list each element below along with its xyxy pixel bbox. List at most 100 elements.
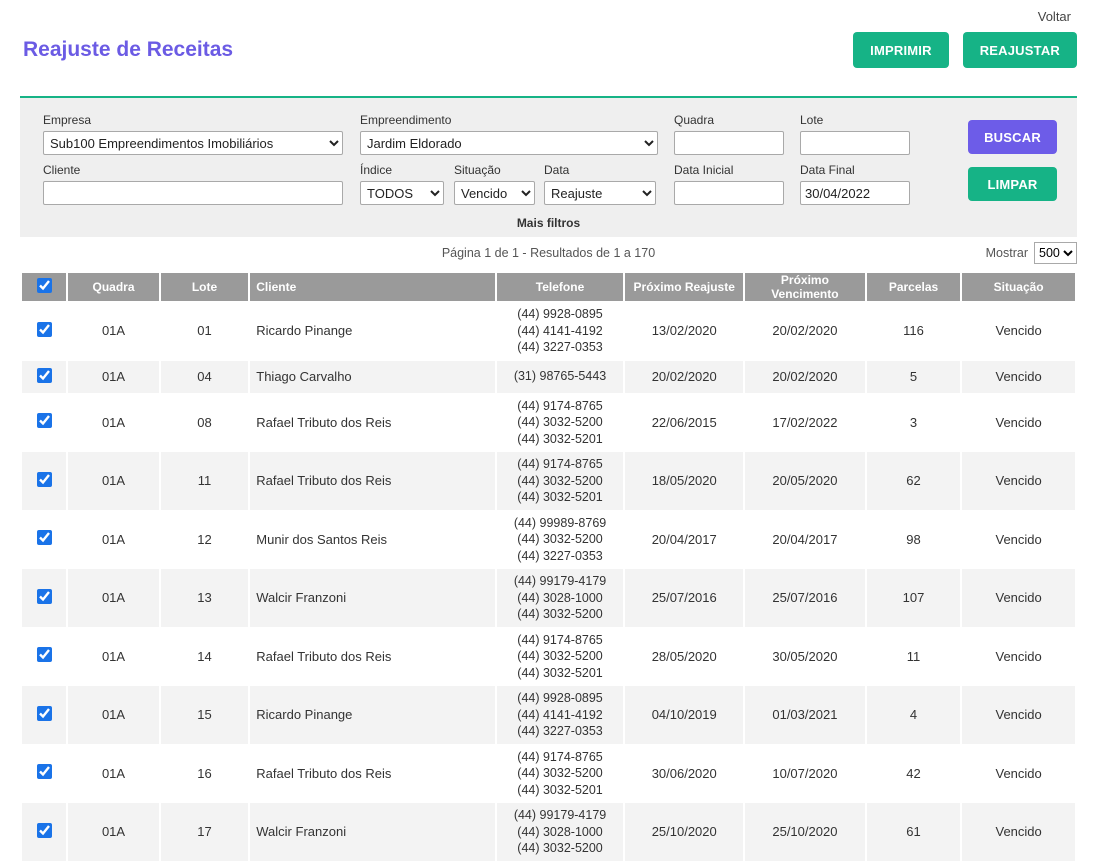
mostrar-label: Mostrar — [986, 246, 1028, 260]
cell-proximo-vencimento: 25/07/2016 — [745, 569, 865, 627]
row-checkbox[interactable] — [37, 472, 52, 487]
indice-select[interactable]: TODOS — [360, 181, 444, 205]
back-link[interactable]: Voltar — [1038, 9, 1071, 24]
table-row: 01A 11 Rafael Tributo dos Reis (44) 9174… — [22, 452, 1075, 510]
cell-proximo-reajuste: 04/10/2019 — [625, 686, 743, 744]
situacao-select[interactable]: Vencido — [454, 181, 535, 205]
cell-situacao: Vencido — [962, 803, 1075, 861]
more-filters-link[interactable]: Mais filtros — [20, 216, 1077, 230]
cell-lote: 04 — [161, 361, 249, 393]
header-telefone: Telefone — [497, 273, 624, 301]
row-checkbox[interactable] — [37, 589, 52, 604]
page-size-select[interactable]: 500 — [1034, 242, 1077, 264]
cell-parcelas: 98 — [867, 511, 961, 569]
topbar: Voltar — [0, 0, 1093, 24]
filter-panel: Empresa Sub100 Empreendimentos Imobiliár… — [20, 96, 1077, 237]
lote-field-group: Lote — [800, 113, 910, 155]
empresa-select[interactable]: Sub100 Empreendimentos Imobiliários — [43, 131, 343, 155]
empreendimento-select[interactable]: Jardim Eldorado — [360, 131, 658, 155]
cell-parcelas: 61 — [867, 803, 961, 861]
empresa-field-group: Empresa Sub100 Empreendimentos Imobiliár… — [43, 113, 343, 155]
cell-lote: 12 — [161, 511, 249, 569]
row-checkbox-cell — [22, 686, 66, 744]
cell-quadra: 01A — [68, 803, 159, 861]
cell-telefone: (44) 9928-0895(44) 4141-4192(44) 3227-03… — [497, 686, 624, 744]
cell-proximo-reajuste: 20/04/2017 — [625, 511, 743, 569]
row-checkbox-cell — [22, 803, 66, 861]
row-checkbox[interactable] — [37, 530, 52, 545]
data-final-label: Data Final — [800, 163, 910, 177]
readjust-button[interactable]: REAJUSTAR — [963, 32, 1077, 68]
search-button[interactable]: BUSCAR — [968, 120, 1057, 154]
indice-field-group: Índice TODOS — [360, 163, 444, 205]
cell-proximo-reajuste: 18/05/2020 — [625, 452, 743, 510]
cell-situacao: Vencido — [962, 452, 1075, 510]
cell-parcelas: 3 — [867, 394, 961, 452]
cell-telefone: (44) 9928-0895(44) 4141-4192(44) 3227-03… — [497, 302, 624, 360]
page-header: Reajuste de Receitas IMPRIMIR REAJUSTAR — [0, 24, 1093, 68]
cell-cliente: Walcir Franzoni — [250, 803, 494, 861]
row-checkbox[interactable] — [37, 823, 52, 838]
cell-proximo-vencimento: 01/03/2021 — [745, 686, 865, 744]
pagination-bar: Página 1 de 1 - Resultados de 1 a 170 Mo… — [20, 237, 1077, 269]
data-inicial-field-group: Data Inicial — [674, 163, 784, 205]
cell-lote: 16 — [161, 745, 249, 803]
row-checkbox-cell — [22, 361, 66, 393]
cell-proximo-reajuste: 22/06/2015 — [625, 394, 743, 452]
cell-cliente: Ricardo Pinange — [250, 302, 494, 360]
row-checkbox-cell — [22, 452, 66, 510]
cell-proximo-reajuste: 30/06/2020 — [625, 745, 743, 803]
cell-proximo-reajuste: 25/10/2020 — [625, 803, 743, 861]
table-row: 01A 16 Rafael Tributo dos Reis (44) 9174… — [22, 745, 1075, 803]
cell-parcelas: 42 — [867, 745, 961, 803]
cell-proximo-vencimento: 20/02/2020 — [745, 361, 865, 393]
cell-telefone: (31) 98765-5443 — [497, 361, 624, 393]
cell-situacao: Vencido — [962, 302, 1075, 360]
cell-proximo-vencimento: 20/04/2017 — [745, 511, 865, 569]
row-checkbox[interactable] — [37, 413, 52, 428]
cell-lote: 15 — [161, 686, 249, 744]
cell-lote: 13 — [161, 569, 249, 627]
table-row: 01A 15 Ricardo Pinange (44) 9928-0895(44… — [22, 686, 1075, 744]
cell-cliente: Munir dos Santos Reis — [250, 511, 494, 569]
cell-quadra: 01A — [68, 511, 159, 569]
table-row: 01A 01 Ricardo Pinange (44) 9928-0895(44… — [22, 302, 1075, 360]
cell-telefone: (44) 99179-4179(44) 3028-1000(44) 3032-5… — [497, 569, 624, 627]
quadra-input[interactable] — [674, 131, 784, 155]
row-checkbox[interactable] — [37, 706, 52, 721]
cell-situacao: Vencido — [962, 569, 1075, 627]
clear-button[interactable]: LIMPAR — [968, 167, 1057, 201]
quadra-label: Quadra — [674, 113, 784, 127]
row-checkbox[interactable] — [37, 322, 52, 337]
row-checkbox[interactable] — [37, 647, 52, 662]
table-row: 01A 14 Rafael Tributo dos Reis (44) 9174… — [22, 628, 1075, 686]
cell-proximo-reajuste: 28/05/2020 — [625, 628, 743, 686]
data-inicial-input[interactable] — [674, 181, 784, 205]
select-all-checkbox[interactable] — [37, 278, 52, 293]
results-table: Quadra Lote Cliente Telefone Próximo Rea… — [20, 272, 1077, 862]
empreendimento-field-group: Empreendimento Jardim Eldorado — [360, 113, 658, 155]
row-checkbox-cell — [22, 569, 66, 627]
cell-lote: 11 — [161, 452, 249, 510]
lote-input[interactable] — [800, 131, 910, 155]
print-button[interactable]: IMPRIMIR — [853, 32, 949, 68]
cell-situacao: Vencido — [962, 511, 1075, 569]
empresa-label: Empresa — [43, 113, 343, 127]
row-checkbox[interactable] — [37, 764, 52, 779]
empreendimento-label: Empreendimento — [360, 113, 658, 127]
cliente-input[interactable] — [43, 181, 343, 205]
row-checkbox[interactable] — [37, 368, 52, 383]
cell-parcelas: 4 — [867, 686, 961, 744]
situacao-field-group: Situação Vencido — [454, 163, 535, 205]
cell-quadra: 01A — [68, 452, 159, 510]
data-final-input[interactable] — [800, 181, 910, 205]
row-checkbox-cell — [22, 302, 66, 360]
header-parcelas: Parcelas — [867, 273, 961, 301]
cell-proximo-vencimento: 10/07/2020 — [745, 745, 865, 803]
cell-proximo-vencimento: 30/05/2020 — [745, 628, 865, 686]
header-quadra: Quadra — [68, 273, 159, 301]
data-select[interactable]: Reajuste — [544, 181, 656, 205]
cell-proximo-vencimento: 25/10/2020 — [745, 803, 865, 861]
cell-cliente: Rafael Tributo dos Reis — [250, 628, 494, 686]
cell-situacao: Vencido — [962, 628, 1075, 686]
